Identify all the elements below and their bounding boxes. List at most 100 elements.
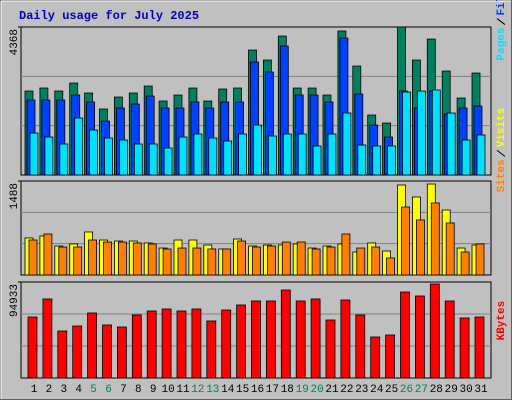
bar <box>207 248 217 276</box>
bar <box>281 241 291 276</box>
bar <box>178 136 188 176</box>
bar <box>237 240 247 276</box>
bar <box>133 143 143 176</box>
bar <box>148 143 158 176</box>
bar <box>357 144 367 176</box>
bar <box>132 242 142 276</box>
bar <box>444 300 455 379</box>
bar <box>222 248 232 276</box>
bar <box>251 300 261 379</box>
bar <box>416 90 426 176</box>
x-tick-label: 14 <box>221 384 235 396</box>
bar <box>74 117 84 176</box>
bar <box>414 295 425 379</box>
bar <box>311 248 321 276</box>
bar <box>103 241 112 276</box>
bar <box>474 316 485 379</box>
x-tick-label: 24 <box>370 384 384 396</box>
x-tick-label: 11 <box>176 384 190 396</box>
bar <box>192 247 202 276</box>
bar <box>297 133 307 176</box>
legend-label: Sites <box>496 159 508 192</box>
bar <box>387 145 397 176</box>
bar <box>401 206 410 276</box>
bar <box>340 299 351 379</box>
x-tick-label: 7 <box>120 384 127 396</box>
x-tick-label: 6 <box>105 384 112 396</box>
bar <box>117 326 127 379</box>
bar <box>42 298 53 379</box>
bar <box>341 233 351 276</box>
bar <box>266 245 276 276</box>
bar <box>446 112 456 176</box>
bar <box>370 336 381 379</box>
bar <box>429 283 440 379</box>
x-tick-label: 16 <box>251 384 264 396</box>
bar <box>253 124 262 176</box>
bar <box>147 243 157 276</box>
bar <box>238 133 248 176</box>
x-tick-label: 30 <box>459 384 472 396</box>
x-tick-label: 2 <box>46 384 53 396</box>
bar <box>430 202 440 276</box>
bar <box>73 246 83 276</box>
bar <box>296 241 306 276</box>
bar <box>461 139 471 176</box>
bar <box>146 310 157 379</box>
bar <box>223 140 233 176</box>
bar <box>326 246 336 276</box>
x-tick-label: 23 <box>355 384 368 396</box>
x-tick-label: 27 <box>415 384 428 396</box>
bar <box>415 219 425 276</box>
bar <box>356 247 366 276</box>
legend-label: KBytes <box>496 301 508 341</box>
x-tick-label: 28 <box>430 384 443 396</box>
bar <box>119 139 128 176</box>
bar <box>282 133 292 176</box>
x-tick-label: 8 <box>135 384 142 396</box>
x-tick-label: 1 <box>31 384 38 396</box>
bar <box>295 300 306 379</box>
bar <box>460 251 470 276</box>
x-tick-label: 26 <box>400 384 413 396</box>
x-tick-label: 25 <box>385 384 398 396</box>
bar <box>176 310 187 379</box>
bar <box>206 320 217 379</box>
bar <box>310 298 321 379</box>
bar <box>162 248 172 276</box>
bar <box>131 314 142 379</box>
legend-separator <box>496 18 506 25</box>
legend: Sites Visits <box>496 108 508 193</box>
bar <box>372 145 382 176</box>
x-tick-label: 17 <box>266 384 279 396</box>
bar <box>476 134 486 176</box>
bar <box>400 291 410 379</box>
x-tick-label: 22 <box>340 384 353 396</box>
legend-label: Files <box>496 0 508 16</box>
x-tick-label: 19 <box>296 384 309 396</box>
bar <box>327 133 337 176</box>
bar <box>371 246 381 276</box>
bar <box>386 257 396 276</box>
bar <box>89 129 98 176</box>
x-tick-label: 20 <box>310 384 323 396</box>
bar <box>280 289 291 379</box>
bar <box>193 133 203 176</box>
bar <box>431 89 441 176</box>
x-tick-label: 13 <box>206 384 219 396</box>
y-tick-label: 1488 <box>9 183 21 209</box>
x-tick-label: 15 <box>236 384 249 396</box>
bar <box>265 300 276 379</box>
y-tick-label: 4368 <box>9 29 21 55</box>
bar <box>252 246 261 276</box>
x-tick-label: 5 <box>90 384 97 396</box>
x-tick-label: 31 <box>474 384 488 396</box>
bar <box>191 308 202 379</box>
bar <box>161 308 172 379</box>
bar <box>177 247 187 276</box>
x-tick-label: 10 <box>161 384 174 396</box>
bar <box>402 91 411 176</box>
legend-label: Visits <box>496 108 508 148</box>
bar <box>163 147 173 176</box>
